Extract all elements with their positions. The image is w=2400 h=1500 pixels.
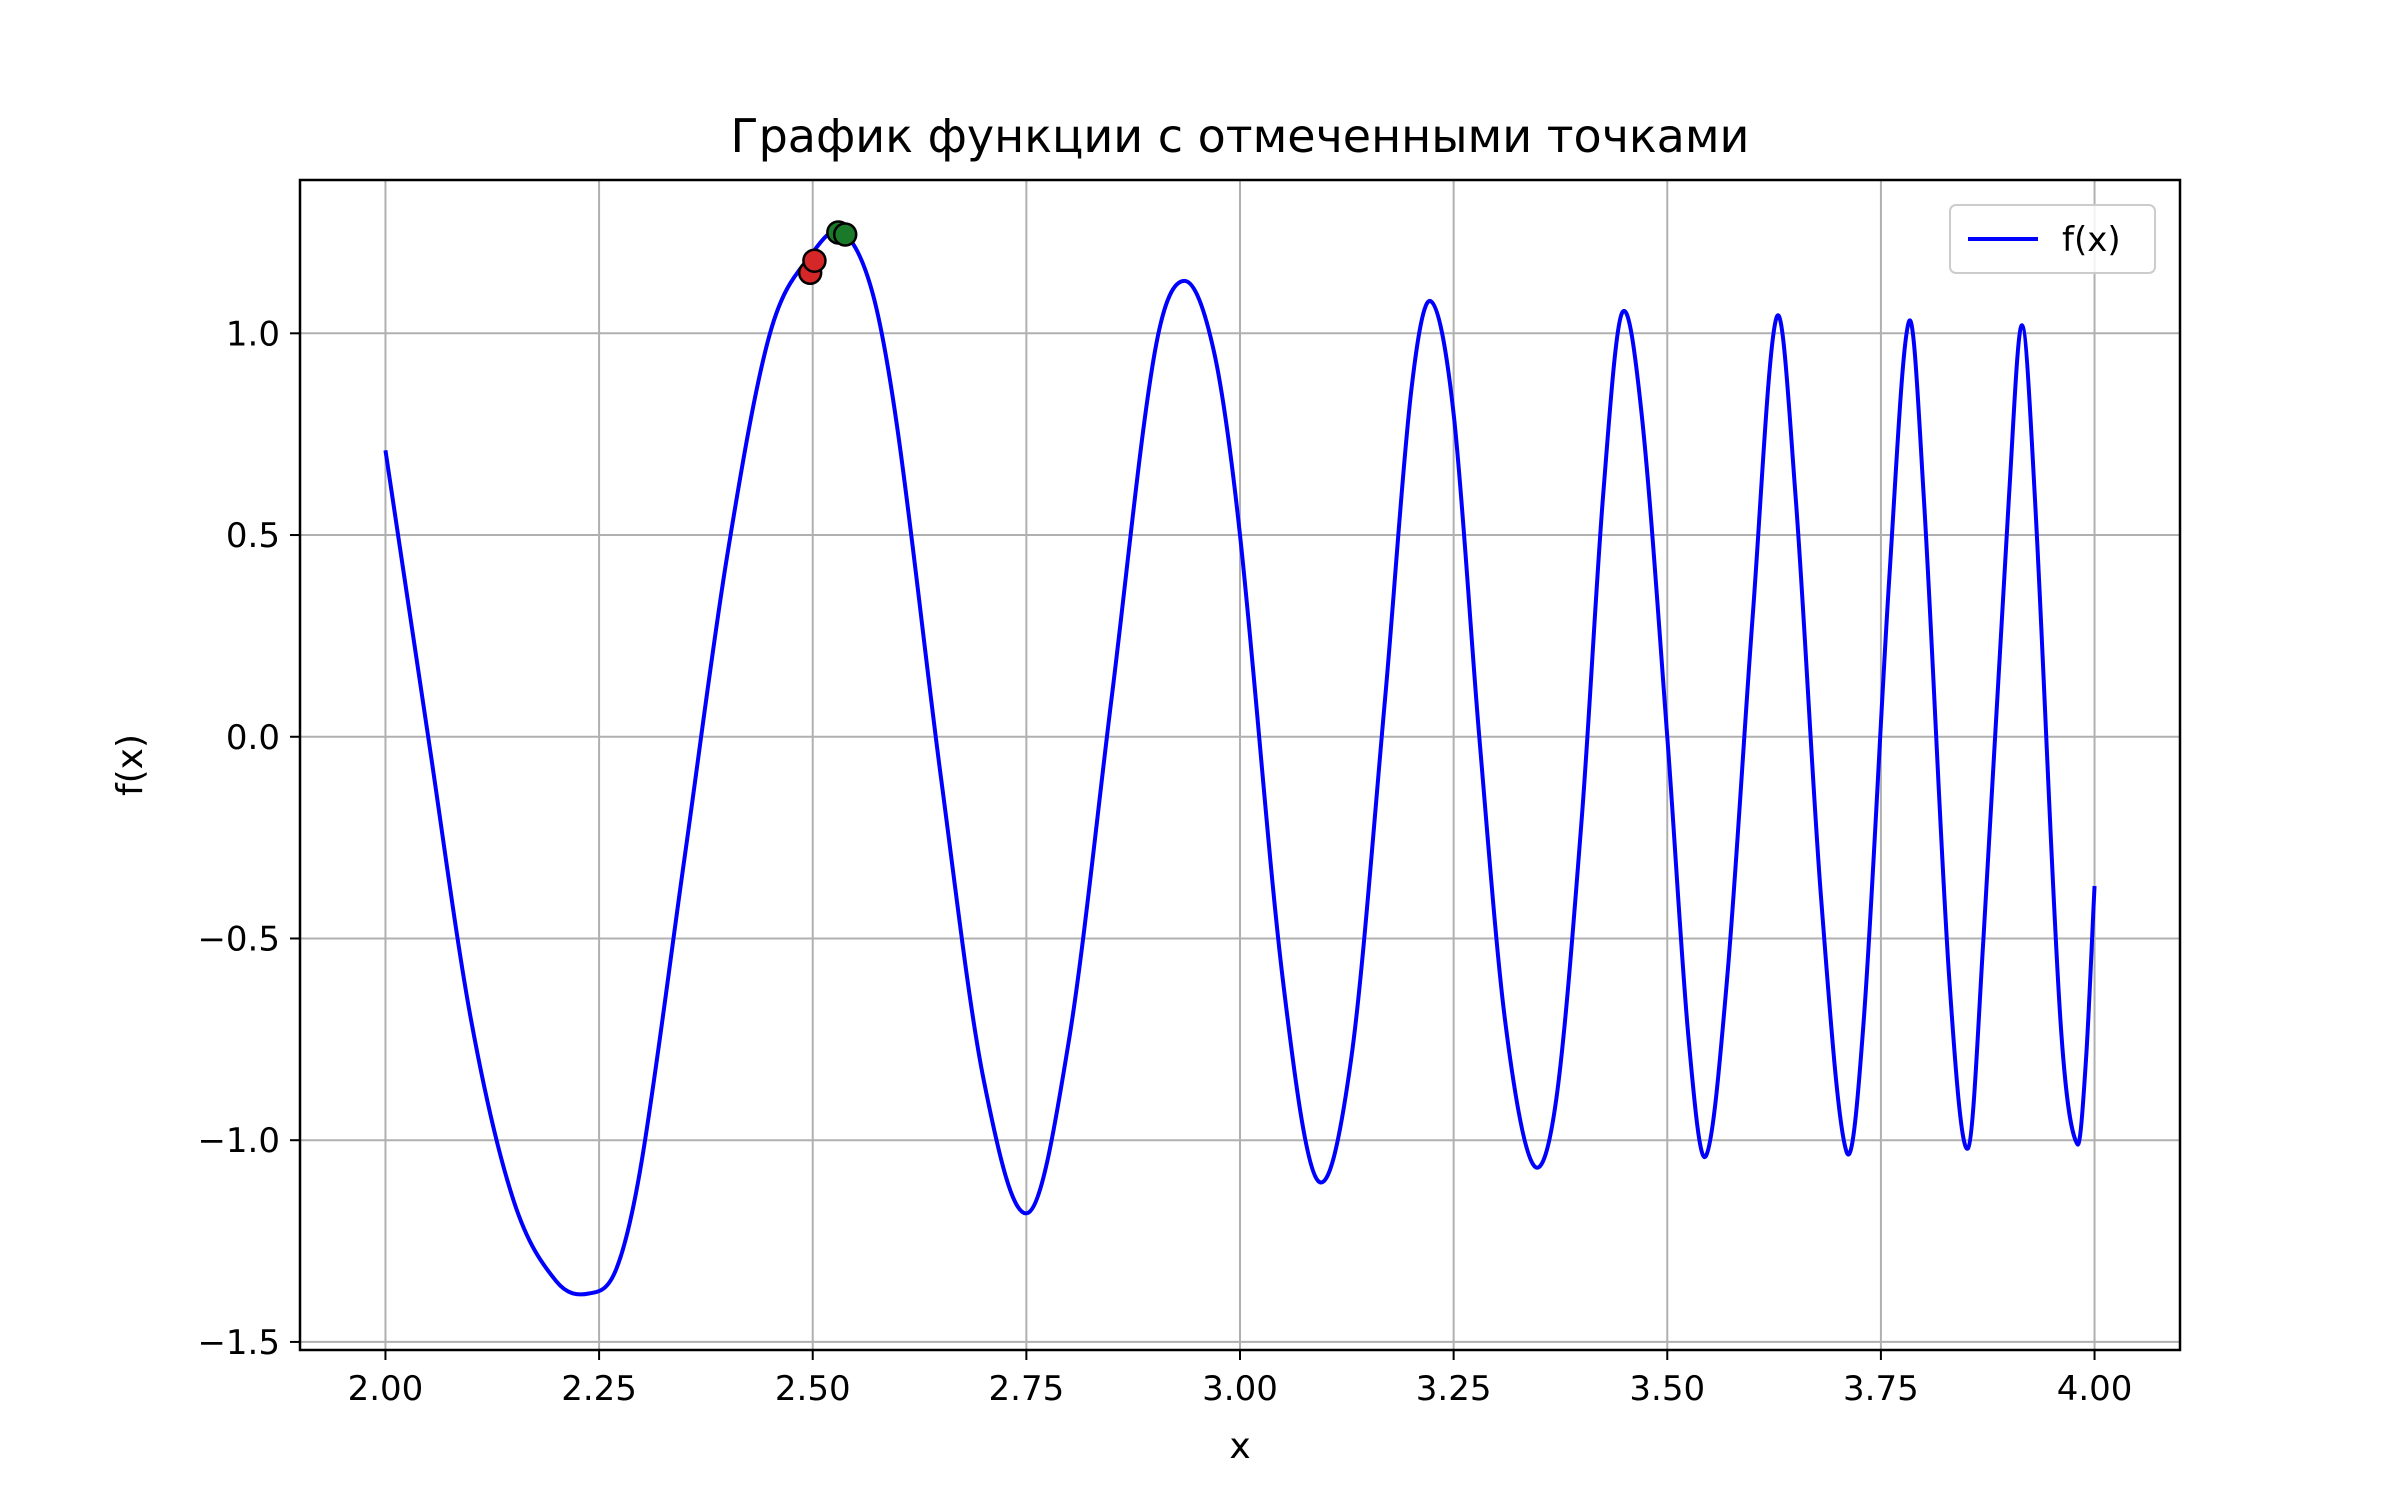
ticks: 2.00 2.25 2.50 2.75 3.00 3.25 3.50 3.75 4.00 −1.5…	[197, 314, 2132, 1409]
chart-title: График функции с отмеченными точками	[731, 109, 1750, 163]
x-tick-label: 2.00	[348, 1369, 424, 1409]
marked-point	[802, 248, 827, 273]
y-tick-label: −0.5	[197, 919, 280, 959]
legend: f(x)	[1949, 204, 2156, 274]
x-tick-label: 2.50	[775, 1369, 851, 1409]
x-tick-label: 3.75	[1843, 1369, 1919, 1409]
series-line	[383, 228, 2097, 1297]
marked-points	[797, 220, 858, 286]
y-tick-label: −1.5	[197, 1323, 280, 1363]
plot-frame	[298, 178, 2182, 1352]
x-tick-label: 3.50	[1629, 1369, 1705, 1409]
marked-point	[832, 222, 858, 247]
legend-box	[1949, 204, 2156, 274]
x-tick-label: 3.25	[1416, 1369, 1492, 1409]
grid	[300, 180, 2180, 1350]
y-tick-label: −1.0	[197, 1121, 280, 1161]
y-tick-label: 0.0	[226, 718, 280, 758]
x-tick-label: 3.00	[1202, 1369, 1278, 1409]
x-tick-label: 2.25	[561, 1369, 637, 1409]
y-tick-label: 1.0	[226, 314, 280, 354]
x-tick-label: 4.00	[2057, 1369, 2133, 1409]
series	[383, 228, 2097, 1297]
x-tick-label: 2.75	[989, 1369, 1065, 1409]
legend-entry: f(x)	[2062, 220, 2121, 260]
y-tick-label: 0.5	[226, 516, 280, 556]
y-axis-label: f(x)	[110, 734, 151, 796]
x-axis-label: x	[1229, 1426, 1250, 1467]
